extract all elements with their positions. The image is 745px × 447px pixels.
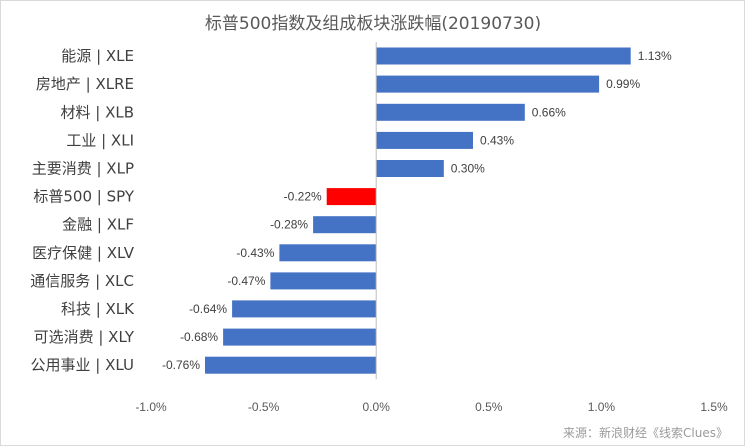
bar-9 [232,300,377,318]
x-tick-label-4: 1.0% [588,400,616,414]
chart-title: 标普500指数及组成板块涨跌幅(20190730) [205,14,541,34]
x-tick-label-5: 1.5% [700,400,728,414]
axis-layer: -1.0% -0.5% 0.0% 0.5% 1.0% 1.5% [135,42,728,414]
data-label-11: -0.76% [162,358,200,372]
bar-0 [376,47,631,65]
category-label-8: 通信服务 | XLC [30,272,134,290]
category-label-9: 科技 | XLK [61,300,135,318]
x-tick-label-3: 0.5% [475,400,503,414]
labels-layer: 能源 | XLE 1.13% 房地产 | XLRE 0.99% 材料 | XLB 0.66… [30,47,672,374]
bar-3 [376,131,473,149]
bar-2 [376,103,525,121]
data-label-1: 0.99% [606,77,640,91]
bar-10 [223,328,377,346]
bar-5 [326,188,377,206]
category-label-1: 房地产 | XLRE [36,75,134,93]
category-label-0: 能源 | XLE [61,47,134,65]
bar-7 [279,244,377,262]
data-label-6: -0.28% [270,218,308,232]
bar-6 [313,216,377,234]
category-label-6: 金融 | XLF [62,216,134,234]
category-label-11: 公用事业 | XLU [31,356,134,374]
bar-11 [205,356,377,374]
category-label-7: 医疗保健 | XLV [32,244,135,262]
bar-1 [376,75,600,93]
source-note: 来源：新浪财经《线索Clues》 [563,425,728,440]
x-tick-label-0: -1.0% [135,400,167,414]
bar-8 [270,272,377,290]
data-label-8: -0.47% [227,274,265,288]
data-label-7: -0.43% [236,246,274,260]
x-tick-label-2: 0.0% [363,400,391,414]
x-tick-label-1: -0.5% [248,400,280,414]
category-label-3: 工业 | XLI [66,131,134,149]
data-label-2: 0.66% [532,105,566,119]
data-label-4: 0.30% [451,162,485,176]
data-label-0: 1.13% [638,49,672,63]
data-label-5: -0.22% [284,190,322,204]
category-label-2: 材料 | XLB [60,103,134,121]
category-label-10: 可选消费 | XLY [34,328,135,346]
category-label-4: 主要消费 | XLP [32,160,134,178]
category-label-5: 标普500 | SPY [33,188,134,206]
bars-layer [205,47,631,374]
bar-4 [376,160,444,177]
data-label-10: -0.68% [180,330,218,344]
data-label-9: -0.64% [189,302,227,316]
data-label-3: 0.43% [480,133,514,147]
